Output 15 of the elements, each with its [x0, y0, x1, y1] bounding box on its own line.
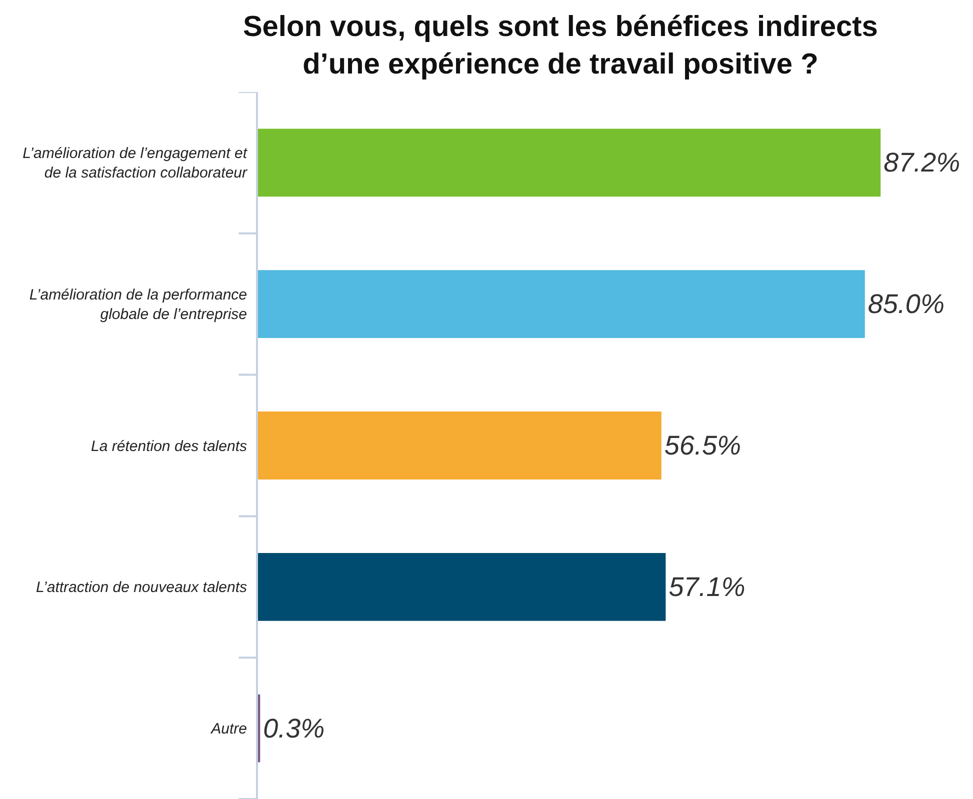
y-tick-label: L’attraction de nouveaux talents [36, 579, 248, 596]
data-label: 85.0% [868, 289, 944, 320]
data-label: 56.5% [664, 430, 741, 460]
data-label: 0.3% [263, 713, 325, 744]
y-tick-label: L’amélioration de la performance globale de l’entreprise [29, 286, 247, 324]
bar [258, 128, 881, 197]
bar [258, 552, 666, 621]
bar [258, 412, 662, 480]
y-tick-label: L’amélioration de l’engagement et de la satisfaction collaborateur [22, 145, 248, 182]
data-label: 87.2% [884, 148, 960, 178]
bar [258, 270, 865, 338]
y-tick-label: Autre [210, 720, 247, 738]
data-label: 57.1% [668, 572, 746, 602]
y-tick-label: La rétention des talents [91, 438, 248, 455]
chart-title: Selon vous, quels sont les bénéfices indirects d’une expérience de travail positive ? [242, 10, 878, 81]
